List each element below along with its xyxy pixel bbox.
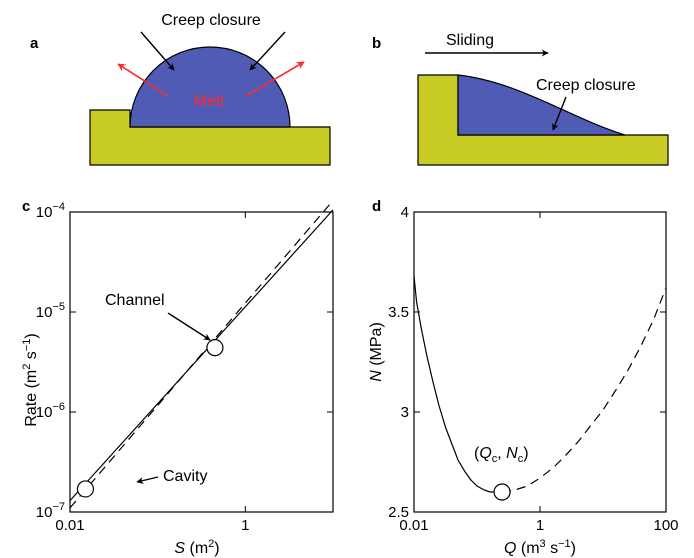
panel-b-label: b xyxy=(372,35,381,52)
cavity-arrow xyxy=(136,476,159,484)
x-tick-label: 1 xyxy=(241,517,249,534)
panel-c-label: c xyxy=(22,198,30,215)
x-tick-label: 0.01 xyxy=(399,517,428,534)
series-dashed-line xyxy=(69,200,334,509)
creep-arrow-left xyxy=(140,31,175,71)
bed-step-a xyxy=(89,109,331,166)
series-solid-line xyxy=(413,275,503,493)
chart-c: 0.01 1 10−7 10−6 10−5 10−4 xyxy=(36,200,334,534)
panel-d-label: d xyxy=(372,198,381,215)
chart-c-xlabel: S (m2) xyxy=(174,538,219,557)
panel-c: c 0.01 1 10−7 10−6 10−5 10−4 S (m2) Rate (m2 … xyxy=(21,198,334,557)
cavity-b xyxy=(457,74,626,136)
x-tick-label: 1 xyxy=(536,517,544,534)
marker-point xyxy=(76,480,95,498)
creep-closure-label-b: Creep closure xyxy=(536,77,636,94)
creep-arrow-right xyxy=(249,31,286,71)
y-tick-label: 2.5 xyxy=(388,504,409,521)
melt-arrow-right xyxy=(245,61,305,97)
channel-label: Channel xyxy=(105,292,165,309)
series-dashed-line xyxy=(502,287,667,493)
creep-arrow-b xyxy=(552,96,567,131)
creep-closure-label-a: Creep closure xyxy=(161,12,261,29)
chart-d: 0.01 1 100 2.5 3 3.5 4 xyxy=(388,204,678,534)
panel-d: d 0.01 1 100 2.5 3 3.5 4 Q (m3 s−1) N (MPa) (Q… xyxy=(368,198,679,557)
x-tick-label: 0.01 xyxy=(55,517,84,534)
panel-b: b Sliding Creep closure xyxy=(372,32,669,166)
melt-arrow-left xyxy=(117,63,169,97)
sliding-label: Sliding xyxy=(446,32,494,49)
marker-point xyxy=(493,483,511,501)
y-tick-label: 4 xyxy=(401,204,409,221)
melt-label: Melt xyxy=(194,93,225,110)
cavity-label: Cavity xyxy=(163,468,207,485)
y-tick-label: 10−7 xyxy=(36,501,65,521)
y-tick-label: 3 xyxy=(401,404,409,421)
y-tick-label: 10−6 xyxy=(36,401,65,421)
panel-a-label: a xyxy=(30,35,39,52)
y-tick-label: 3.5 xyxy=(388,304,409,321)
channel-arrow xyxy=(167,312,211,341)
qc-nc-label: (Qc, Nc) xyxy=(474,445,529,465)
x-tick-label: 100 xyxy=(653,517,678,534)
plot-frame xyxy=(413,211,667,513)
series-solid-line xyxy=(69,209,334,502)
marker-point xyxy=(206,339,224,357)
y-tick-label: 10−4 xyxy=(36,201,65,221)
panel-a: a Creep closure Melt xyxy=(30,12,331,166)
plot-frame xyxy=(69,211,334,513)
y-tick-label: 10−5 xyxy=(36,301,65,321)
chart-d-ylabel: N (MPa) xyxy=(368,322,385,382)
chart-d-xlabel: Q (m3 s−1) xyxy=(504,538,576,557)
chart-c-ylabel: Rate (m2 s−1) xyxy=(21,333,40,426)
